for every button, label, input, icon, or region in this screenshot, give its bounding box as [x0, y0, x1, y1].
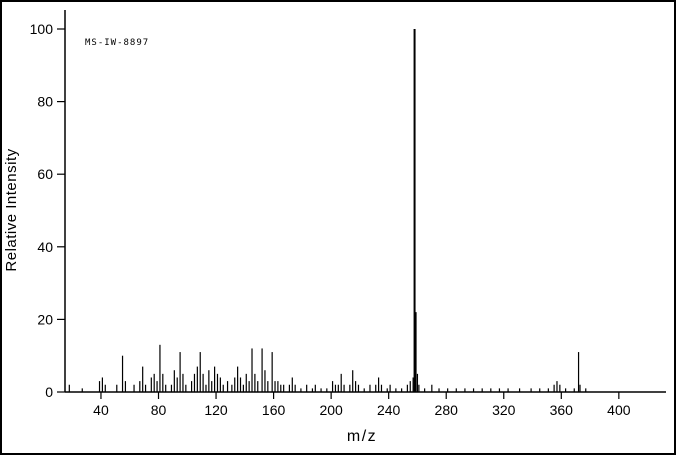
x-tick-label: 240: [377, 402, 401, 418]
y-axis-label: Relative Intensity: [3, 148, 20, 271]
y-tick-label: 80: [37, 94, 53, 110]
x-tick-label: 360: [550, 402, 574, 418]
x-tick-label: 120: [204, 402, 228, 418]
x-tick-label: 280: [435, 402, 459, 418]
spectrum-id-label: MS-IW-8897: [85, 38, 149, 48]
x-axis-label: m/z: [347, 428, 377, 445]
x-tick-label: 400: [607, 402, 631, 418]
x-tick-label: 320: [492, 402, 516, 418]
y-tick-label: 100: [30, 21, 54, 37]
y-tick-label: 0: [45, 384, 53, 400]
spectrum-peaks: [68, 29, 587, 392]
axes: [64, 10, 666, 393]
x-tick-label: 200: [319, 402, 343, 418]
x-tick-label: 80: [151, 402, 167, 418]
y-tick-label: 40: [37, 239, 53, 255]
y-tick-label: 20: [37, 311, 53, 327]
axis-ticks: 40 80 120 160 200 240 280 320 360 400 0 20 40 60 80 100: [30, 21, 631, 418]
x-tick-label: 160: [262, 402, 286, 418]
y-tick-label: 60: [37, 166, 53, 182]
x-tick-label: 40: [93, 402, 109, 418]
